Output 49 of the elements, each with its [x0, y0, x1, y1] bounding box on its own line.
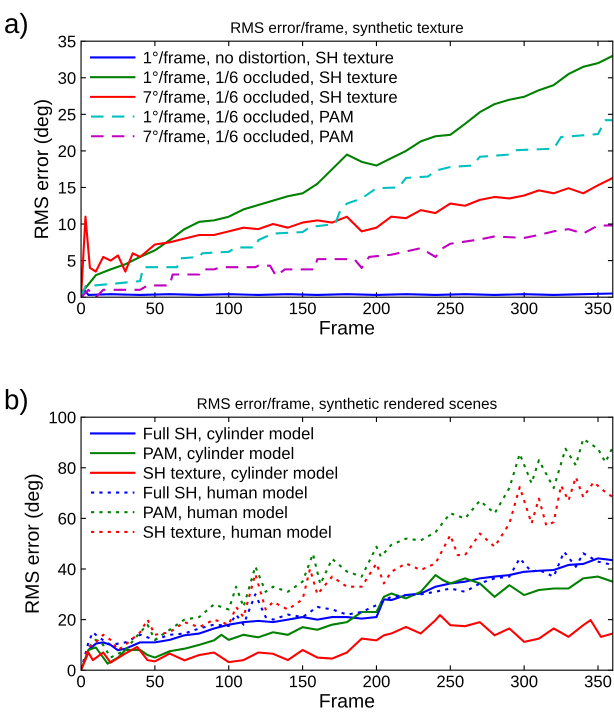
x-axis-title: Frame — [320, 321, 374, 335]
x-tick-label: 200 — [363, 676, 390, 688]
x-tick-label: 150 — [290, 676, 316, 688]
legend-label: PAM, human model — [144, 506, 287, 520]
x-tick-label: 100 — [216, 302, 242, 314]
y-tick-label: 20 — [58, 145, 76, 158]
legend-label: SH texture, cylinder model — [143, 466, 338, 482]
y-axis-title: RMS error (deg) — [34, 100, 52, 238]
y-axis-title: RMS error (deg) — [24, 474, 43, 612]
x-tick-label: 250 — [437, 302, 464, 314]
legend-label: 1°/frame, 1/6 occluded, SH texture — [144, 70, 397, 86]
x-tick-label: 350 — [584, 302, 612, 314]
text: a) — [5, 12, 27, 39]
x-tick-label: 150 — [290, 302, 316, 314]
y-tick-label: 40 — [58, 563, 76, 576]
chart-title: RMS error/frame, synthetic rendered scenes — [198, 398, 497, 412]
legend-label: 1°/frame, no distortion, SH texture — [144, 51, 394, 66]
x-tick-label: 100 — [216, 676, 242, 688]
x-tick-label: 200 — [363, 302, 390, 314]
legend-label: Full SH, cylinder model — [144, 427, 313, 443]
legend-label: 7°/frame, 1/6 occluded, PAM — [144, 130, 352, 144]
x-tick-label: 0 — [77, 302, 86, 314]
legend-label: SH texture, human model — [143, 526, 331, 540]
y-tick-label: 20 — [58, 614, 76, 626]
x-tick-label: 50 — [146, 302, 164, 314]
text: b) — [6, 389, 27, 415]
legend-label: 7°/frame, 1/6 occluded, SH texture — [144, 90, 397, 105]
y-tick-label: 35 — [58, 36, 76, 48]
y-tick-label: 10 — [58, 218, 76, 230]
legend-label: 1°/frame, 1/6 occluded, PAM — [144, 110, 352, 125]
chart-title: RMS error/frame, synthetic texture — [231, 22, 463, 36]
legend-label: Full SH, human model — [144, 486, 306, 500]
y-tick-label: 80 — [58, 462, 76, 474]
y-tick-label: 30 — [58, 72, 76, 84]
x-tick-label: 350 — [584, 676, 612, 688]
legend-label: PAM, cylinder model — [144, 446, 294, 462]
x-tick-label: 0 — [77, 676, 86, 688]
y-tick-label: 100 — [50, 412, 76, 424]
y-tick-label: 60 — [58, 512, 76, 525]
x-axis-title: Frame — [320, 694, 374, 708]
y-tick-label: 25 — [58, 108, 76, 121]
y-tick-label: 0 — [68, 664, 76, 676]
y-tick-label: 0 — [68, 292, 76, 304]
y-tick-label: 15 — [58, 182, 76, 194]
x-tick-label: 50 — [146, 676, 164, 688]
x-tick-label: 250 — [437, 676, 464, 688]
x-tick-label: 300 — [510, 676, 538, 688]
y-tick-label: 5 — [68, 255, 76, 267]
x-tick-label: 300 — [510, 302, 538, 314]
